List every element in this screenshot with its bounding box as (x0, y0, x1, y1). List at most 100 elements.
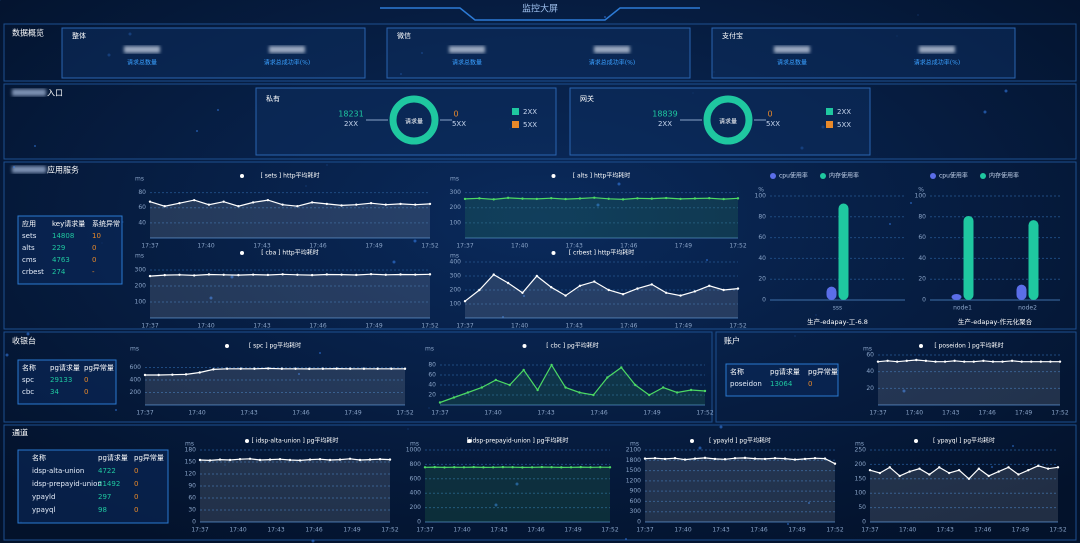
point (621, 198, 625, 201)
table-cell: poseidon (730, 380, 762, 388)
point (355, 273, 358, 277)
star (808, 502, 810, 504)
point (535, 197, 539, 201)
point (722, 288, 725, 292)
y-tick-label: 1800 (626, 457, 641, 464)
x-tick-label: 17:46 (527, 527, 544, 534)
point (1027, 468, 1030, 472)
line (145, 367, 405, 376)
table-cell: 229 (52, 244, 65, 252)
x-tick-label: 17:43 (253, 323, 270, 330)
point (972, 360, 975, 363)
point (388, 458, 392, 461)
blurred-value (774, 46, 810, 53)
section-frame (3, 83, 1077, 160)
area (645, 457, 835, 522)
metric-label: 请求总数量 (777, 59, 807, 67)
section-title: 账户 (724, 336, 740, 346)
table-frame (17, 359, 117, 405)
table-cell: 0 (84, 376, 88, 384)
point (462, 466, 466, 469)
y-tick-label: 100 (915, 193, 927, 200)
table-cell: cbc (22, 388, 34, 396)
point (163, 273, 166, 277)
point (521, 466, 524, 469)
legend-swatch (826, 121, 833, 128)
point (298, 459, 302, 462)
point (679, 197, 682, 201)
section-title: 数据概览 (12, 28, 44, 38)
table-cell: 0 (808, 380, 812, 388)
section-frame (3, 424, 1077, 541)
point (943, 360, 947, 363)
area (200, 458, 390, 522)
y-tick-label: 60 (188, 495, 196, 502)
y-tick-label: 20 (918, 276, 926, 283)
point (589, 466, 592, 469)
star (428, 407, 430, 409)
line (149, 273, 431, 277)
point (522, 368, 525, 372)
point (178, 273, 181, 276)
y-tick-label: 2100 (626, 447, 641, 454)
point (693, 197, 697, 200)
point (833, 462, 837, 465)
y-tick-label: 200 (410, 504, 422, 511)
point (763, 457, 767, 461)
point (550, 363, 553, 367)
blurred-text (12, 89, 46, 96)
point (384, 273, 387, 276)
point (1020, 360, 1023, 363)
x-tick-label: 17:43 (566, 323, 583, 330)
point (171, 373, 174, 376)
point (403, 367, 407, 370)
star (5, 353, 9, 357)
point (1001, 360, 1004, 363)
star (902, 389, 906, 393)
point (957, 468, 961, 472)
ring-center: 请求量 (719, 118, 737, 126)
x-tick-label: 17:49 (343, 527, 360, 534)
x-tick-label: 17:49 (675, 323, 692, 330)
x-tick-label: 17:49 (564, 527, 581, 534)
point (266, 367, 270, 370)
point (536, 388, 539, 392)
ok-label: 2XX (344, 120, 358, 128)
star (115, 409, 117, 411)
star (413, 239, 417, 243)
y-tick-label: 60 (138, 204, 146, 211)
x-tick-label: 17:49 (365, 323, 382, 330)
table-cell: 0 (92, 256, 96, 264)
point (908, 470, 911, 473)
point (237, 205, 240, 208)
star (523, 295, 525, 297)
chart-title: [ cba ] http平均耗时 (261, 249, 319, 257)
point (340, 273, 343, 276)
point (478, 288, 481, 292)
x-tick-label: 17:37 (191, 527, 208, 534)
y-tick-label: 300 (135, 267, 147, 274)
point (550, 196, 553, 200)
y-tick-label: 40 (428, 382, 436, 389)
y-tick-label: 40 (758, 255, 766, 262)
point (886, 359, 889, 363)
point (722, 197, 725, 201)
star (494, 503, 498, 507)
point (148, 200, 152, 203)
point (813, 457, 817, 460)
group-name: 微信 (397, 31, 411, 40)
group-name: 整体 (72, 31, 86, 40)
star (1012, 445, 1014, 447)
title-dot (225, 344, 229, 348)
err-label: 5XX (452, 120, 466, 128)
point (521, 197, 524, 200)
legend-label: 内存使用率 (829, 172, 859, 180)
point (564, 386, 567, 389)
ring (703, 95, 753, 145)
table-cell: crbest (22, 268, 44, 276)
table-cell: 274 (52, 268, 66, 276)
star (0, 0, 1, 1)
bar (838, 203, 849, 300)
y-tick-label: 600 (630, 498, 642, 505)
star (787, 523, 789, 525)
